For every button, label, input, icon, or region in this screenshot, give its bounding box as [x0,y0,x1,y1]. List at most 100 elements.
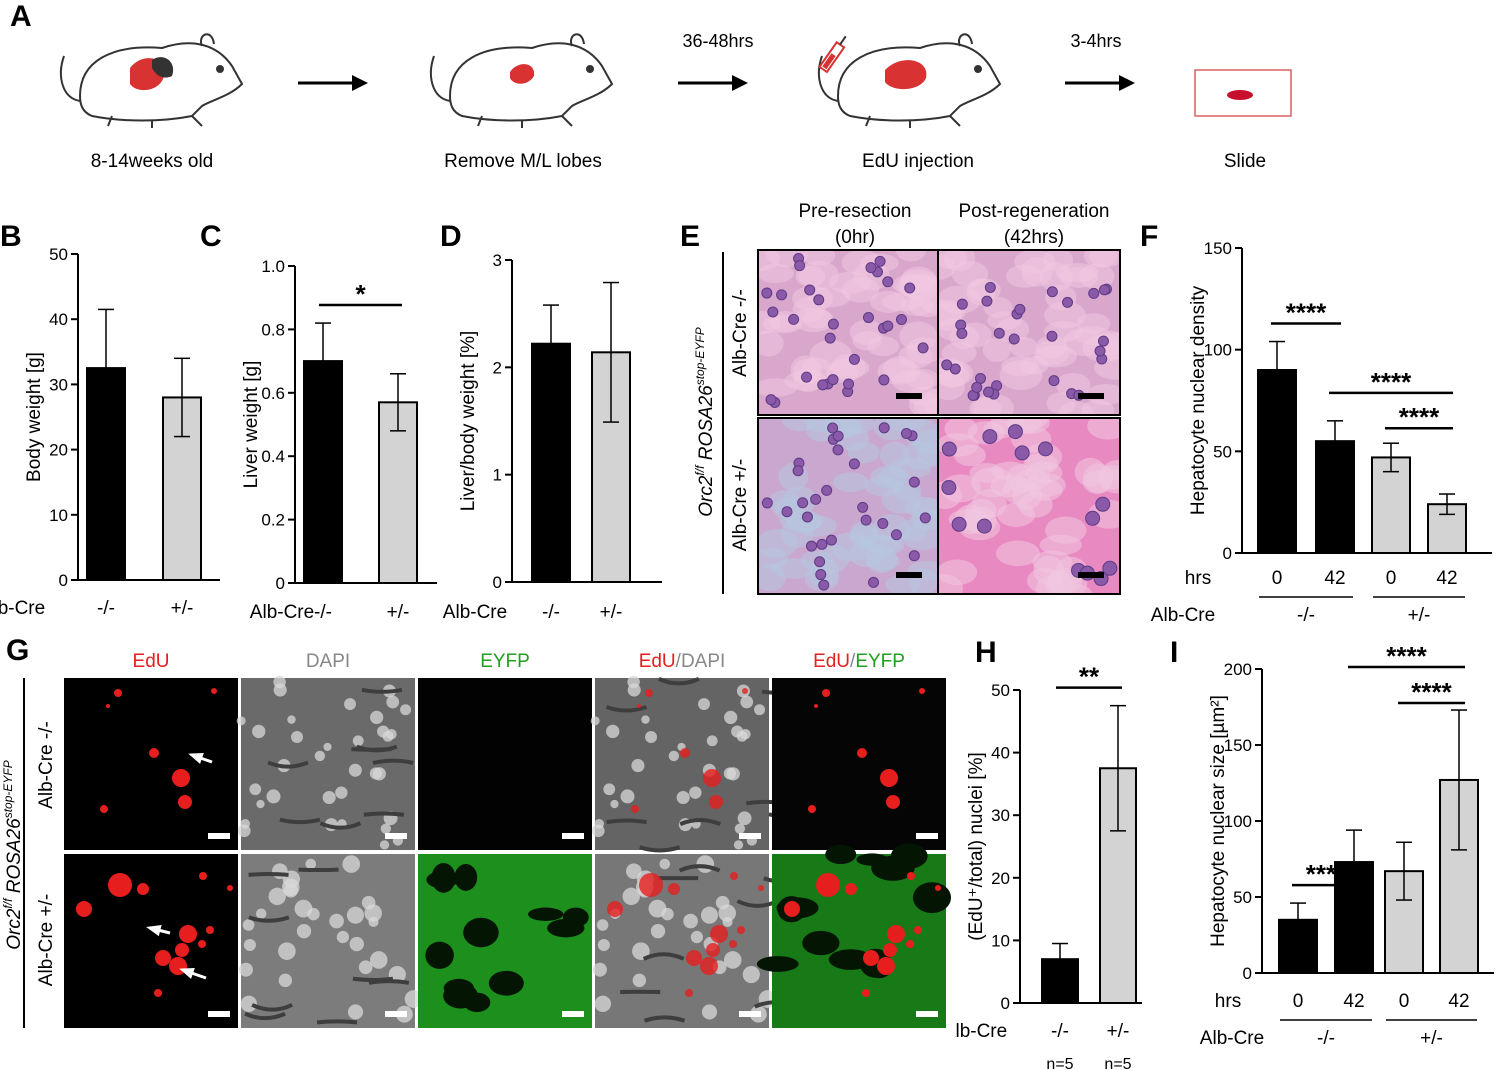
vessel-shadow [606,818,647,825]
panel-label-b: B [0,220,22,253]
dark-vessel [828,949,873,970]
y-tick-label: 0.6 [261,384,285,403]
significance-stars: ** [1079,662,1100,692]
panel-g: G Orc2f/f ROSA26stop-EYFP Alb-Cre -/- Al… [0,630,960,1040]
y-tick-label: 0 [59,571,68,590]
category-label: -/- [97,598,115,619]
edu-nucleus [906,940,914,948]
microscopy-tile [236,675,415,850]
nucleus [993,327,1005,339]
edu-nucleus [114,689,122,697]
edu-nucleus [645,689,653,697]
y-axis-label: Body weight [g] [24,352,45,482]
arrow-head [146,924,162,937]
nucleus [882,276,894,288]
vessel-shadow [251,1003,294,1012]
dapi-nucleus [386,695,400,709]
scale-bar [896,572,922,578]
workflow-caption-2: Remove M/L lobes [444,151,602,172]
microscopy-background [64,854,238,1028]
dapi-nucleus [349,936,364,952]
y-tick-label: 10 [49,506,68,525]
dapi-nucleus [610,799,619,809]
dapi-nucleus [336,930,350,944]
cytoplasm [895,250,927,262]
dark-vessel [431,863,456,893]
vessel-shadow [279,817,321,825]
cytoplasm [1001,356,1039,377]
nucleus [895,313,907,325]
dapi-nucleus [689,786,702,799]
dapi-nucleus [706,735,718,747]
microscopy-tile [64,854,238,1028]
arrow-2-label: 36-48hrs [682,31,753,51]
channel-title-part: / [676,651,682,672]
dapi-nucleus [352,735,364,747]
edu-nucleus [710,925,728,943]
edu-nucleus [737,926,745,934]
dark-vessel [463,917,499,948]
edu-nucleus [137,883,149,895]
edu-nucleus [935,885,941,891]
channel-title: EdU [133,651,170,672]
nucleus [956,298,968,310]
dapi-nucleus [659,858,671,870]
histology-col-2-sub: (42hrs) [1004,227,1064,248]
cytoplasm [982,337,1012,362]
nucleus [941,441,957,457]
cytoplasm [902,440,938,470]
group-label: Alb-Cre [1151,605,1215,626]
edu-nucleus [914,926,922,934]
cytoplasm [904,496,938,518]
cytoplasm [1044,301,1086,329]
cytoplasm [891,369,935,393]
vessel-shadow [267,760,309,769]
category-label: 0 [1293,991,1304,1012]
dapi-nucleus [734,823,746,834]
dapi-nucleus [369,767,383,780]
vessel-shadow [319,821,362,830]
edu-nucleus [155,950,171,966]
y-tick-label: 0.2 [261,511,285,530]
group-label: Alb-Cre [443,602,507,623]
nucleus [804,284,816,296]
category-label: 42 [1448,991,1469,1012]
cytoplasm [1087,418,1120,440]
dapi-nucleus [723,951,742,969]
cytoplasm [758,330,784,357]
vessel-shadow [351,747,392,752]
group-label: Alb-Cre [955,1021,1007,1042]
bar [378,401,418,584]
channel-title: EdU/EYFP [813,651,905,672]
nucleus [825,534,837,546]
panel-d: D 0 1 2 3 Liver/body weight [%] -/- +/- Alb-Cre [440,220,662,623]
dapi-nucleus [296,923,312,939]
panel-i: I 0 50 100 150 200 Hepatocyte nuclear size [µ… [1170,636,1494,1049]
nucleus [810,493,822,505]
dapi-nucleus [698,698,710,711]
category-label: -/- [314,602,332,623]
scale-bar [208,1011,230,1017]
edu-nucleus [211,688,217,694]
dapi-nucleus [632,973,647,988]
dapi-nucleus [346,906,364,924]
nucleus [984,281,996,293]
histology-tile [937,417,1121,595]
nucleus [1008,333,1020,345]
y-tick-label: 0 [493,573,502,592]
y-tick-label: 0 [1001,994,1010,1013]
dapi-nucleus [731,725,744,738]
y-tick-label: 30 [49,375,68,394]
bar [1041,958,1079,1004]
nucleus [857,501,869,513]
dapi-nucleus [668,750,680,762]
y-tick-label: 0.4 [261,447,285,466]
vessel-shadow [372,758,414,765]
mouse-liver-icon [60,33,244,128]
nucleus [1037,441,1053,457]
nucleus [917,342,929,354]
dapi-nucleus [591,824,605,838]
y-tick-label: 20 [49,441,68,460]
microscopy-background [418,678,592,850]
significance-stars: **** [1371,367,1412,397]
